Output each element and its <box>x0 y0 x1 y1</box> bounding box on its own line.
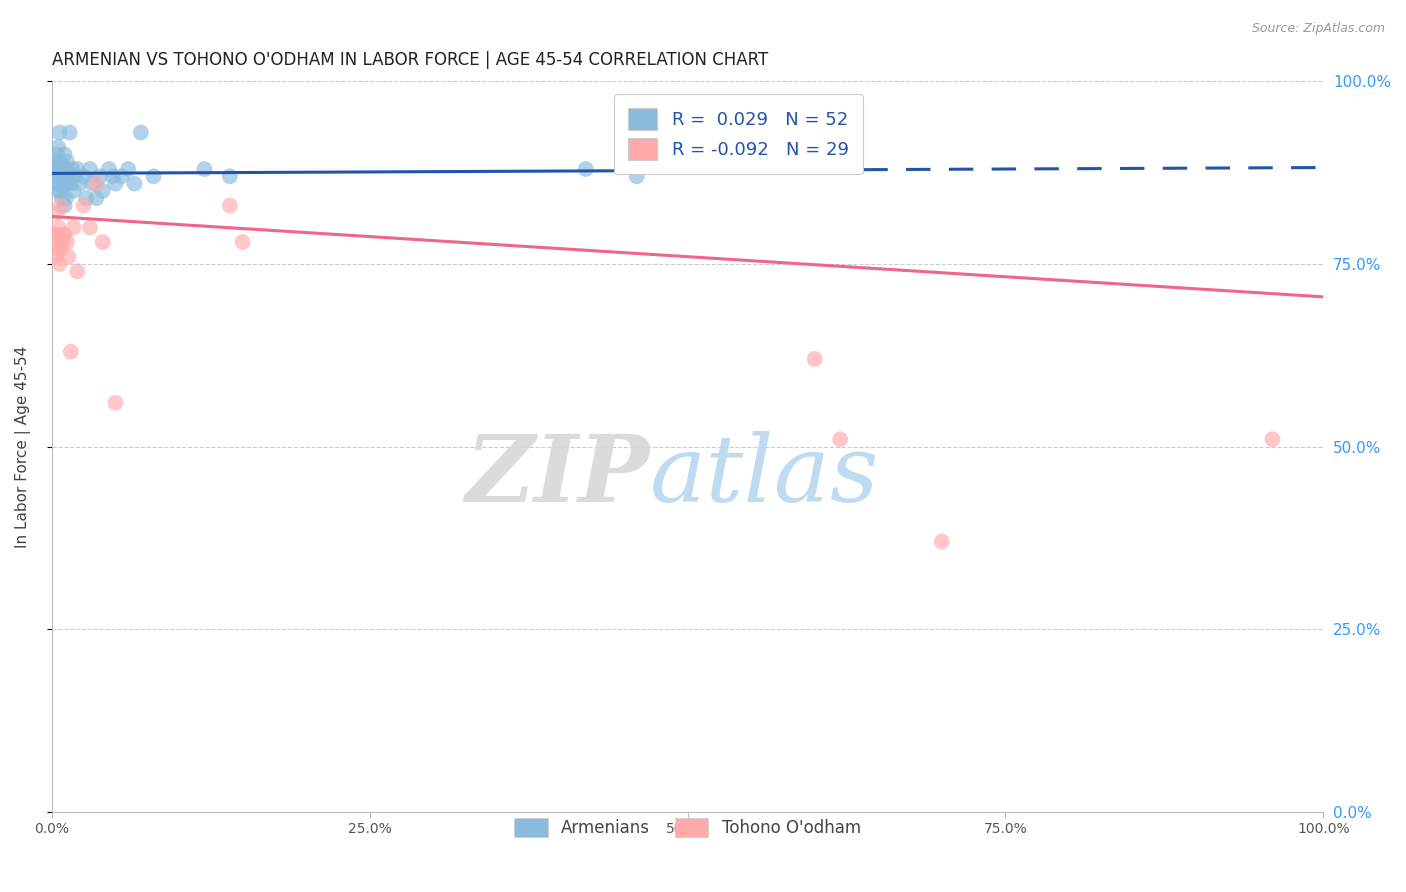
Point <box>1261 432 1284 446</box>
Point <box>44 161 66 176</box>
Point <box>46 220 69 235</box>
Point <box>53 147 76 161</box>
Point <box>52 169 75 184</box>
Point <box>49 169 72 184</box>
Point <box>44 227 66 242</box>
Point <box>55 169 77 184</box>
Point <box>56 154 79 169</box>
Point <box>60 161 83 176</box>
Point <box>56 235 79 249</box>
Point <box>104 396 127 410</box>
Point <box>55 191 77 205</box>
Point <box>75 191 97 205</box>
Point <box>931 534 953 549</box>
Point <box>51 191 73 205</box>
Point <box>218 169 240 184</box>
Point <box>575 161 598 176</box>
Point <box>124 177 146 191</box>
Point <box>218 198 240 212</box>
Point <box>48 257 70 271</box>
Point <box>89 169 111 184</box>
Point <box>91 235 114 249</box>
Point <box>66 161 89 176</box>
Point <box>72 198 94 212</box>
Point <box>63 169 86 184</box>
Point <box>45 154 67 169</box>
Point <box>51 161 73 176</box>
Point <box>86 191 108 205</box>
Point <box>46 184 69 198</box>
Point <box>59 344 82 359</box>
Point <box>58 169 80 184</box>
Point <box>53 198 76 212</box>
Point <box>79 220 101 235</box>
Point <box>49 198 72 212</box>
Point <box>48 161 70 176</box>
Text: atlas: atlas <box>650 431 879 521</box>
Point <box>49 243 72 257</box>
Point <box>51 235 73 249</box>
Point <box>45 250 67 264</box>
Point <box>45 169 67 184</box>
Point <box>59 177 82 191</box>
Point <box>72 169 94 184</box>
Point <box>232 235 254 249</box>
Point <box>803 351 825 366</box>
Point <box>46 140 69 154</box>
Point <box>53 227 76 242</box>
Point <box>52 177 75 191</box>
Point <box>46 161 69 176</box>
Point <box>48 126 70 140</box>
Y-axis label: In Labor Force | Age 45-54: In Labor Force | Age 45-54 <box>15 345 31 548</box>
Point <box>66 264 89 278</box>
Point <box>56 177 79 191</box>
Point <box>69 177 91 191</box>
Point <box>129 126 152 140</box>
Point <box>830 432 852 446</box>
Point <box>52 227 75 242</box>
Point <box>45 227 67 242</box>
Point <box>45 147 67 161</box>
Point <box>626 169 648 184</box>
Point <box>45 177 67 191</box>
Point <box>142 169 165 184</box>
Point <box>98 161 121 176</box>
Point <box>58 250 80 264</box>
Point <box>193 161 215 176</box>
Point <box>111 169 134 184</box>
Point <box>46 243 69 257</box>
Point <box>62 184 84 198</box>
Point <box>49 184 72 198</box>
Point <box>62 220 84 235</box>
Point <box>49 154 72 169</box>
Point <box>48 177 70 191</box>
Point <box>79 161 101 176</box>
Point <box>59 126 82 140</box>
Text: ZIP: ZIP <box>465 431 650 521</box>
Point <box>45 235 67 249</box>
Point <box>53 161 76 176</box>
Point <box>82 177 104 191</box>
Point <box>101 169 124 184</box>
Legend: Armenians, Tohono O'odham: Armenians, Tohono O'odham <box>508 811 868 844</box>
Text: ARMENIAN VS TOHONO O'ODHAM IN LABOR FORCE | AGE 45-54 CORRELATION CHART: ARMENIAN VS TOHONO O'ODHAM IN LABOR FORC… <box>52 51 768 69</box>
Text: Source: ZipAtlas.com: Source: ZipAtlas.com <box>1251 22 1385 36</box>
Point <box>91 184 114 198</box>
Point <box>117 161 139 176</box>
Point <box>45 206 67 220</box>
Point <box>104 177 127 191</box>
Point <box>86 177 108 191</box>
